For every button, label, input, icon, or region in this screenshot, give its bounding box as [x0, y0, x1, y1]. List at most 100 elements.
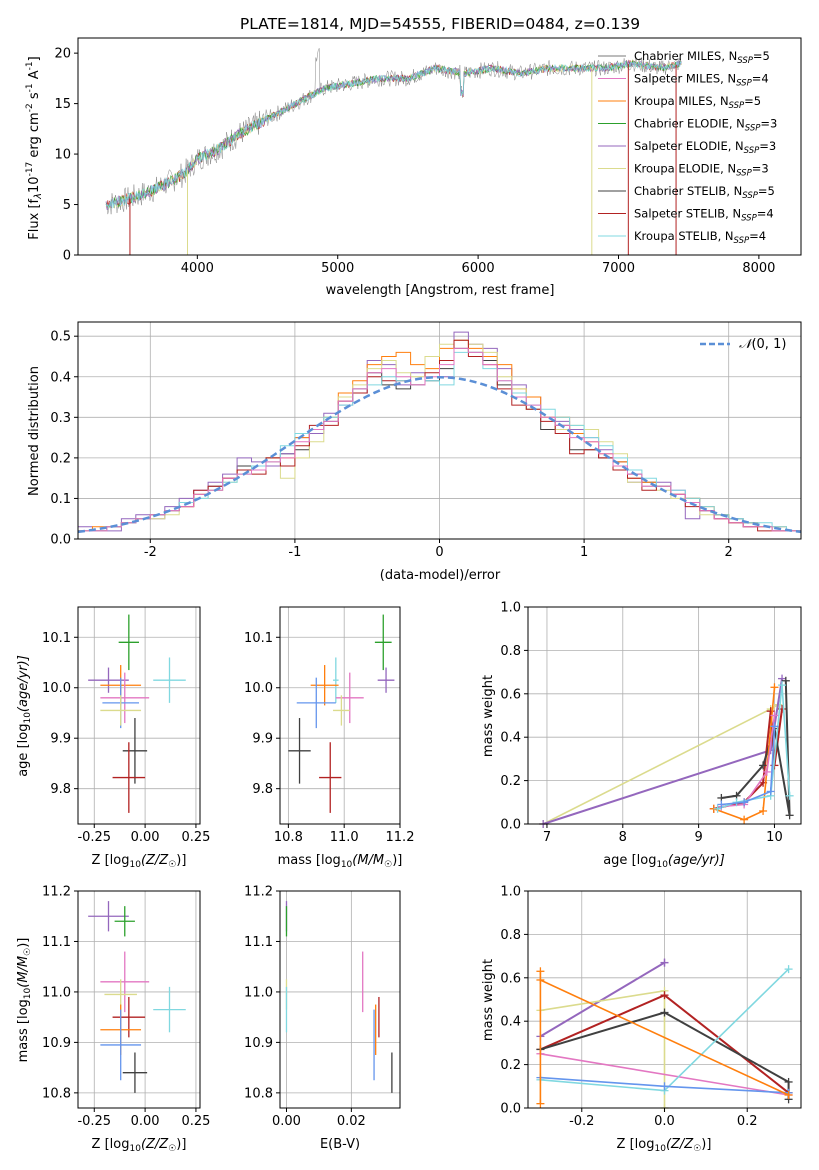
mass-z-ytick-label: 11.2 [42, 885, 71, 900]
legend-label-kroupa_miles: Kroupa MILES, NSSP=5 [634, 94, 761, 111]
mass-ebv-xlabel: E(B-V) [320, 1137, 360, 1152]
legend-label-salpeter_miles: Salpeter MILES, NSSP=4 [634, 72, 769, 89]
figure-title: PLATE=1814, MJD=54555, FIBERID=0484, z=0… [240, 15, 640, 33]
legend-label-chabrier_miles: Chabrier MILES, NSSP=5 [634, 49, 770, 66]
spectrum-xtick-label: 7000 [602, 261, 635, 276]
age-z-xlabel: Z [log10(Z/Z☉)] [92, 853, 187, 870]
age-mass-ytick-label: 9.8 [252, 782, 273, 797]
weight-z-ylabel: mass weight [481, 959, 496, 1041]
weight-z-xtick-label: 0.0 [654, 1114, 675, 1129]
legend-label-chabrier_elodie: Chabrier ELODIE, NSSP=3 [634, 117, 777, 134]
age-z-axes-frame [77, 606, 201, 825]
mass-ebv-xtick-label: 0.02 [337, 1114, 366, 1129]
weight-age-ytick-label: 0.0 [500, 818, 521, 833]
mass-z-ytick-label: 10.8 [42, 1086, 71, 1101]
legend-label-chabrier_stelib: Chabrier STELIB, NSSP=5 [634, 184, 775, 201]
weight-age-ytick-label: 0.6 [500, 687, 521, 702]
histogram-ytick-label: 0.3 [50, 411, 71, 426]
histogram-ylabel: Normed distribution [27, 366, 42, 496]
spectrum-xtick-label: 8000 [742, 261, 775, 276]
age-mass-ytick-label: 10.0 [244, 681, 273, 696]
mass-z-xtick-label: 0.25 [181, 1114, 210, 1129]
gaussian-curve [77, 375, 802, 534]
weight-age-ytick-label: 0.8 [500, 644, 521, 659]
mass-ebv-ytick-label: 11.2 [244, 885, 273, 900]
age-z-ytick-label: 10.0 [42, 681, 71, 696]
mass-ebv-ytick-label: 10.8 [244, 1086, 273, 1101]
mass-weight-vs-metallicity-panel: -0.2 0.0 0.2 0.0 0.2 0.4 0.6 0.8 1.0 Z [log10(Z/… [481, 885, 802, 1154]
weight-z-line-salpeter_miles [540, 1053, 789, 1096]
histogram-ytick-label: 0.1 [50, 492, 71, 507]
mass-z-xlabel: Z [log10(Z/Z☉)] [92, 1137, 187, 1154]
age-z-xtick-label: 0.00 [131, 830, 160, 845]
mass-ebv-ytick-label: 11.1 [244, 935, 273, 950]
weight-z-ytick-label: 0.0 [500, 1102, 521, 1117]
spectrum-line-salpeter_stelib [105, 59, 682, 208]
histogram-xtick-label: -2 [144, 545, 157, 560]
mass-z-xtick-label: -0.25 [77, 1114, 111, 1129]
spectrum-xtick-label: 5000 [321, 261, 354, 276]
legend-label-salpeter_elodie: Salpeter ELODIE, NSSP=3 [634, 139, 776, 156]
histogram-ytick-label: 0.4 [50, 370, 71, 385]
histogram-xtick-label: -1 [288, 545, 301, 560]
spectrum-line-salpeter_elodie [105, 60, 682, 211]
spectrum-ytick-label: 0 [63, 249, 71, 264]
gauss-legend-label: 𝒩(0, 1) [739, 337, 786, 352]
weight-age-xtick-label: 7 [543, 830, 551, 845]
histogram-ytick-label: 0.0 [50, 533, 71, 548]
spectrum-xtick-label: 6000 [462, 261, 495, 276]
age-mass-xlabel: mass [log10(M/M☉)] [278, 853, 403, 870]
mass-z-ytick-label: 11.0 [42, 985, 71, 1000]
weight-age-line-kroupa_elodie [542, 703, 779, 825]
weight-z-line-salpeter_elodie [539, 961, 666, 1038]
spectrum-panel: 4000 5000 6000 7000 8000 0 5 10 15 20 wavelength … [25, 37, 802, 298]
spectrum-xtick-label: 4000 [181, 261, 214, 276]
mass-ebv-axes-frame [279, 890, 401, 1109]
age-mass-ytick-label: 10.1 [244, 631, 273, 646]
weight-age-ytick-label: 1.0 [500, 601, 521, 616]
spectrum-legend: Chabrier MILES, NSSP=5 Salpeter MILES, NS… [598, 49, 777, 246]
histogram-step-salpeter_miles [77, 347, 801, 539]
age-z-ytick-label: 9.9 [50, 732, 71, 747]
spectrum-ytick-label: 15 [54, 97, 71, 112]
residual-histogram-panel: -2 -1 0 1 2 0.0 0.1 0.2 0.3 0.4 0.5 (data-model)/e… [27, 321, 802, 583]
histogram-xtick-label: 1 [580, 545, 588, 560]
legend-label-kroupa_elodie: Kroupa ELODIE, NSSP=3 [634, 162, 769, 179]
histogram-xtick-label: 2 [725, 545, 733, 560]
weight-age-xlabel: age [log10(age/yr)] [603, 853, 725, 870]
weight-age-xtick-label: 10 [766, 830, 783, 845]
weight-z-xtick-label: 0.2 [737, 1114, 758, 1129]
mass-ebv-ytick-label: 11.0 [244, 985, 273, 1000]
mass-z-ytick-label: 11.1 [42, 935, 71, 950]
weight-z-ytick-label: 0.6 [500, 971, 521, 986]
weight-z-ytick-label: 1.0 [500, 885, 521, 900]
weight-z-xtick-label: -0.2 [569, 1114, 594, 1129]
legend-label-salpeter_stelib: Salpeter STELIB, NSSP=4 [634, 207, 774, 224]
age-mass-xtick-label: 11.2 [386, 830, 415, 845]
spectrum-line-kroupa_stelib [105, 60, 682, 210]
age-z-ytick-label: 9.8 [50, 782, 71, 797]
mass-z-ytick-label: 10.9 [42, 1036, 71, 1051]
weight-age-line-kroupa_miles [713, 687, 776, 821]
age-mass-xtick-label: 11.0 [330, 830, 359, 845]
age-mass-xtick-label: 10.8 [274, 830, 303, 845]
age-vs-mass-panel: 10.8 11.0 11.2 9.8 9.9 10.0 10.1 mass [log10(M… [244, 606, 415, 870]
spectrum-line-kroupa_elodie [105, 59, 682, 210]
legend-label-kroupa_stelib: Kroupa STELIB, NSSP=4 [634, 229, 766, 246]
weight-age-line-extra_blue [721, 726, 776, 806]
mass-vs-metallicity-panel: -0.25 0.00 0.25 10.8 10.9 11.0 11.1 11.2 Z [log… [16, 885, 210, 1155]
spectrum-axes-frame [77, 37, 802, 256]
weight-age-ytick-label: 0.4 [500, 731, 521, 746]
age-z-xtick-label: 0.25 [181, 830, 210, 845]
age-mass-ytick-label: 9.9 [252, 732, 273, 747]
age-mass-axes-frame [279, 606, 401, 825]
weight-age-ytick-label: 0.2 [500, 774, 521, 789]
age-vs-metallicity-panel: -0.25 0.00 0.25 9.8 9.9 10.0 10.1 Z [log10(Z/Z… [16, 606, 210, 870]
weight-z-line-kroupa_miles [539, 971, 789, 1104]
spectrum-ytick-label: 20 [54, 47, 71, 62]
histogram-xlabel: (data-model)/error [380, 568, 501, 583]
age-z-ylabel: age [log10(age/yr)] [16, 655, 33, 777]
histogram-ytick-label: 0.5 [50, 330, 71, 345]
mass-ebv-ytick-label: 10.9 [244, 1036, 273, 1051]
